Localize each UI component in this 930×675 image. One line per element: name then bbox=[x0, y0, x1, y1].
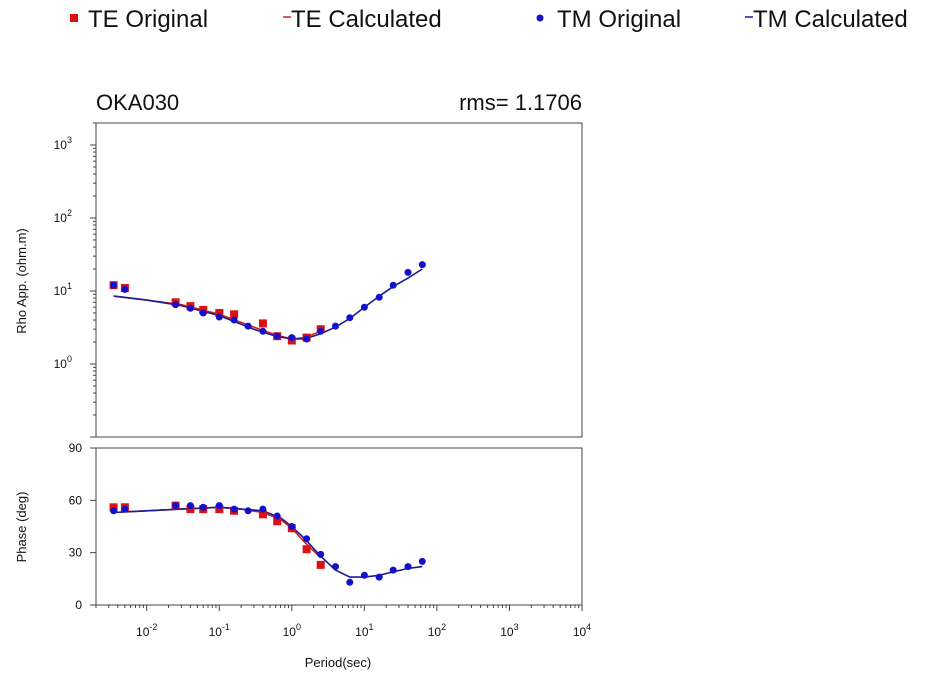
x-tick-label: 102 bbox=[428, 622, 446, 639]
rho-tm-original-point bbox=[389, 281, 397, 289]
rms-annotation: rms= 1.1706 bbox=[459, 90, 582, 115]
rho-tm-original-point bbox=[317, 327, 325, 335]
rho-te-original-point bbox=[230, 310, 239, 319]
phase-tm-original-point bbox=[121, 505, 129, 513]
legend-tm-original-marker bbox=[536, 14, 544, 22]
phase-tm-original-point bbox=[389, 566, 397, 574]
rho-tm-original-point bbox=[288, 334, 296, 342]
phase-te-calculated-line bbox=[113, 506, 322, 559]
x-tick-label-text: 102 bbox=[428, 622, 446, 639]
phase-tm-original-point bbox=[110, 507, 118, 515]
x-tick-label: 101 bbox=[355, 622, 373, 639]
phase-y-tick-label: 0 bbox=[75, 598, 82, 612]
x-tick-label: 100 bbox=[283, 622, 301, 639]
phase-tm-original-point bbox=[360, 571, 368, 579]
rho-tm-original-point bbox=[273, 332, 281, 340]
phase-tm-original-point bbox=[288, 523, 296, 530]
rho-tm-original-point bbox=[230, 316, 238, 324]
phase-tm-original-point bbox=[273, 512, 281, 520]
rho-tm-original-point bbox=[418, 261, 426, 269]
phase-panel-frame bbox=[95, 447, 583, 606]
phase-tm-original-point bbox=[172, 502, 180, 510]
phase-tm-original-point bbox=[346, 578, 354, 586]
rho-y-tick-label: 102 bbox=[54, 208, 72, 225]
rho-tm-original-point bbox=[172, 301, 180, 309]
rho-y-tick-label: 100 bbox=[54, 354, 72, 371]
x-tick-label-text: 103 bbox=[500, 622, 518, 639]
phase-y-axis-label: Phase (deg) bbox=[14, 492, 29, 563]
x-tick-label-text: 10-2 bbox=[136, 622, 157, 639]
phase-te-original-point bbox=[258, 510, 267, 519]
rho-tm-original-point bbox=[199, 309, 207, 317]
rho-y-tick-label: 103 bbox=[54, 135, 72, 152]
rho-y-tick-label-text: 101 bbox=[54, 281, 72, 298]
phase-tm-original-point bbox=[303, 535, 311, 543]
phase-tm-original-point bbox=[259, 505, 267, 513]
phase-tm-original-point bbox=[230, 505, 238, 513]
rho-tm-original-point bbox=[244, 322, 252, 330]
legend-te-calculated-label: TE Calculated bbox=[291, 6, 442, 33]
phase-tm-original-point bbox=[199, 503, 207, 511]
rho-te-original-point bbox=[215, 309, 224, 317]
phase-tm-calculated-line bbox=[113, 506, 423, 578]
site-title: OKA030 bbox=[96, 90, 179, 115]
legend-te-original-label: TE Original bbox=[88, 6, 208, 33]
rho-y-tick-label: 101 bbox=[54, 281, 72, 298]
phase-tm-original-point bbox=[375, 573, 383, 581]
x-tick-label: 10-2 bbox=[136, 622, 157, 639]
phase-tm-original-point bbox=[244, 507, 252, 515]
phase-tm-original-point bbox=[418, 557, 426, 565]
phase-te-original-point bbox=[273, 517, 282, 526]
rho-tm-original-point bbox=[346, 314, 354, 322]
rho-tm-original-point bbox=[121, 285, 129, 293]
rho-y-tick-label-text: 100 bbox=[54, 354, 72, 371]
legend-tm-calculated-label: TM Calculated bbox=[753, 6, 908, 33]
phase-tm-original-point bbox=[317, 550, 325, 558]
rho-tm-original-point bbox=[303, 335, 311, 343]
rho-panel-frame bbox=[95, 122, 583, 438]
phase-te-original-point bbox=[316, 560, 325, 569]
legend: TE Original TE Calculated TM Original TM… bbox=[70, 6, 908, 33]
phase-te-original-point bbox=[302, 545, 311, 554]
rho-y-axis-label: Rho App. (ohm.m) bbox=[14, 228, 29, 334]
x-tick-label: 104 bbox=[573, 622, 591, 639]
rho-tm-original-point bbox=[332, 322, 339, 330]
x-tick-label-text: 10-1 bbox=[209, 622, 230, 639]
x-tick-label: 10-1 bbox=[209, 622, 230, 639]
x-tick-label-text: 100 bbox=[283, 622, 301, 639]
phase-tm-original-point bbox=[332, 563, 339, 571]
rho-y-tick-label-text: 102 bbox=[54, 208, 72, 225]
phase-tm-original-point bbox=[186, 502, 194, 510]
legend-te-original-marker bbox=[70, 14, 78, 22]
phase-y-tick-label: 90 bbox=[69, 441, 83, 455]
rho-tm-original-point bbox=[259, 327, 267, 335]
phase-y-tick-label: 30 bbox=[69, 546, 83, 560]
rho-tm-original-point bbox=[215, 313, 223, 321]
x-tick-label-text: 101 bbox=[355, 622, 373, 639]
x-tick-label: 103 bbox=[500, 622, 518, 639]
markers-layer bbox=[109, 261, 426, 586]
rho-tm-original-point bbox=[110, 281, 118, 289]
phase-tm-original-point bbox=[404, 563, 412, 571]
rho-tm-original-point bbox=[186, 304, 194, 312]
rho-tm-original-point bbox=[360, 303, 368, 311]
legend-tm-original-label: TM Original bbox=[557, 6, 681, 33]
ticks-layer: 100 101 102 103 0 30 60 90 10-2 10-1 100 101 102 103 1… bbox=[54, 122, 591, 639]
rho-y-tick-label-text: 103 bbox=[54, 135, 72, 152]
phase-y-tick-label: 60 bbox=[69, 493, 83, 507]
lines-layer bbox=[113, 268, 423, 578]
rho-te-original-point bbox=[258, 319, 267, 328]
rho-tm-original-point bbox=[404, 268, 412, 276]
rho-tm-original-point bbox=[375, 293, 383, 301]
rho-tm-calculated-line bbox=[113, 268, 423, 340]
x-tick-label-text: 104 bbox=[573, 622, 591, 639]
x-axis-label: Period(sec) bbox=[305, 655, 371, 670]
phase-tm-original-point bbox=[215, 502, 223, 510]
